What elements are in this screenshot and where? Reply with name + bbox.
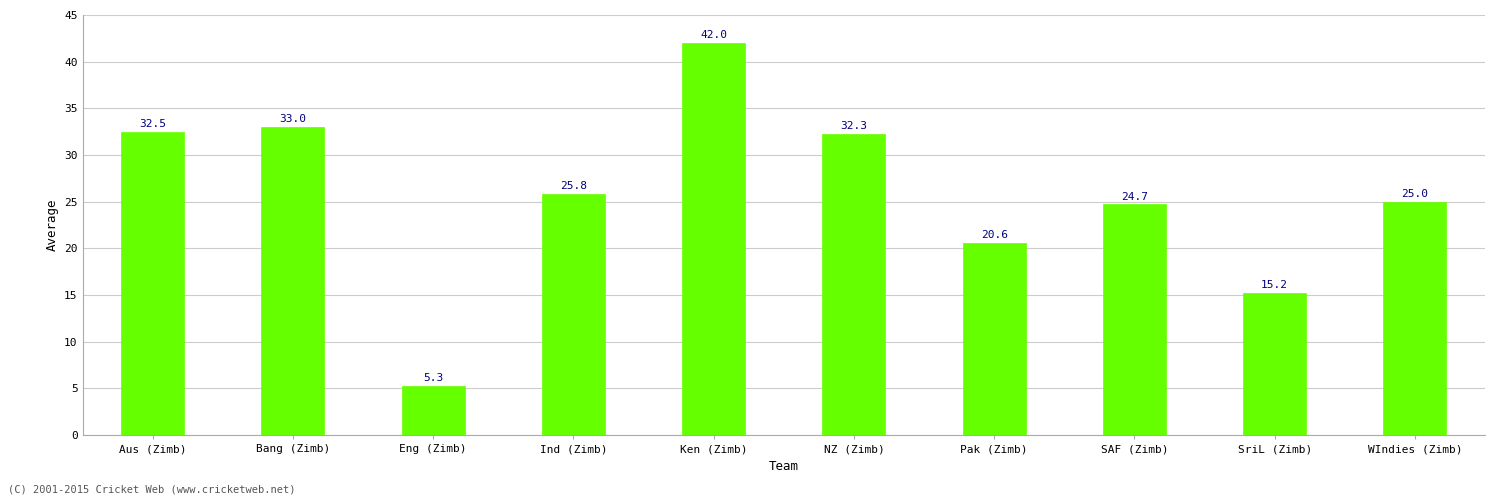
Text: 5.3: 5.3 (423, 372, 444, 382)
Bar (1102, 204, 1166, 435)
Bar (963, 242, 1026, 435)
X-axis label: Team: Team (768, 460, 798, 472)
Text: 42.0: 42.0 (700, 30, 727, 40)
Bar (1244, 293, 1306, 435)
Bar (682, 43, 746, 435)
Bar (1383, 202, 1446, 435)
Text: 33.0: 33.0 (279, 114, 306, 124)
Text: 32.5: 32.5 (140, 119, 166, 129)
Bar (542, 194, 604, 435)
Text: 25.8: 25.8 (560, 182, 586, 192)
Text: 20.6: 20.6 (981, 230, 1008, 240)
Bar (122, 132, 184, 435)
Y-axis label: Average: Average (45, 198, 58, 251)
Text: 32.3: 32.3 (840, 120, 867, 130)
Text: (C) 2001-2015 Cricket Web (www.cricketweb.net): (C) 2001-2015 Cricket Web (www.cricketwe… (8, 485, 296, 495)
Text: 24.7: 24.7 (1120, 192, 1148, 202)
Text: 15.2: 15.2 (1262, 280, 1288, 290)
Bar (402, 386, 465, 435)
Bar (261, 127, 324, 435)
Text: 25.0: 25.0 (1401, 189, 1428, 199)
Bar (822, 134, 885, 435)
